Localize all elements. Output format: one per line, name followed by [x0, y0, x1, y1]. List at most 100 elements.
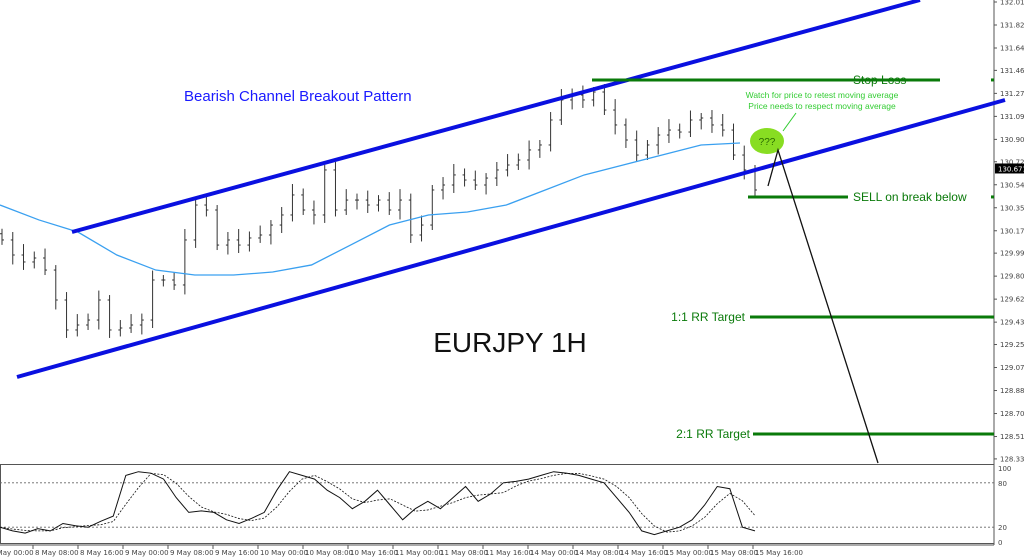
- price-bar: [354, 193, 359, 210]
- note-line1: Watch for price to retest moving average: [746, 90, 899, 100]
- price-bar: [494, 162, 499, 187]
- price-tick-label: 128.885: [1000, 387, 1024, 395]
- price-bar: [505, 154, 510, 177]
- price-tick-label: 130.170: [1000, 227, 1024, 235]
- time-tick-label: 14 May 16:00: [620, 549, 668, 557]
- retest-path-line: [767, 147, 879, 464]
- price-bar: [666, 119, 671, 143]
- oscillator-tick-label: 80: [998, 480, 1007, 488]
- price-bar: [613, 99, 618, 135]
- price-bar: [268, 220, 273, 245]
- price-bar: [236, 229, 241, 254]
- level-label: 2:1 RR Target: [676, 427, 750, 441]
- price-bar: [53, 265, 58, 310]
- price-bars: [0, 84, 757, 338]
- price-bar: [602, 84, 607, 116]
- time-tick-label: 11 May 00:00: [395, 549, 443, 557]
- price-bar: [86, 313, 91, 330]
- price-bar: [21, 244, 26, 270]
- price-bar: [548, 112, 553, 152]
- price-tick-label: 131.090: [1000, 113, 1024, 121]
- time-tick-label: 9 May 08:00: [170, 549, 214, 557]
- time-tick-label: 10 May 08:00: [305, 549, 353, 557]
- price-bar: [430, 185, 435, 231]
- time-tick-label: 10 May 16:00: [350, 549, 398, 557]
- price-tick-label: 129.435: [1000, 319, 1024, 327]
- price-tick-label: 130.725: [1000, 158, 1024, 166]
- price-bar: [527, 140, 532, 170]
- price-bar: [387, 192, 392, 215]
- price-tick-label: 131.460: [1000, 67, 1024, 75]
- price-tick-label: 129.620: [1000, 296, 1024, 304]
- current-price-label: 130.671: [998, 165, 1024, 173]
- price-bar: [709, 110, 714, 133]
- level-label: SELL on break below: [853, 190, 967, 204]
- price-bar: [365, 190, 370, 213]
- time-tick-label: 15 May 16:00: [755, 549, 803, 557]
- price-bar: [559, 89, 564, 125]
- price-bar: [462, 168, 467, 187]
- price-bar: [656, 127, 661, 155]
- pattern-title: Bearish Channel Breakout Pattern: [184, 88, 412, 105]
- price-tick-label: 131.275: [1000, 90, 1024, 98]
- price-bar: [537, 139, 542, 158]
- price-tick-label: 129.990: [1000, 250, 1024, 258]
- time-tick-label: 11 May 08:00: [440, 549, 488, 557]
- price-bar: [634, 130, 639, 162]
- price-bar: [129, 314, 134, 333]
- price-bar: [419, 215, 424, 242]
- price-bar: [172, 272, 177, 290]
- stochastic-oscillator: 100 80 20 0: [0, 465, 1011, 547]
- price-bar: [215, 205, 220, 251]
- price-tick-label: 130.355: [1000, 204, 1024, 212]
- price-tick-label: 132.010: [1000, 0, 1024, 6]
- price-bar: [677, 123, 682, 139]
- oscillator-tick-label: 0: [998, 539, 1002, 547]
- price-bar: [311, 200, 316, 225]
- oscillator-panel-border: [0, 464, 995, 544]
- price-bar: [139, 313, 144, 335]
- price-tick-label: 129.255: [1000, 341, 1024, 349]
- moving-average-line: [0, 142, 741, 276]
- level-axis-marker: [991, 195, 994, 199]
- stochastic-d-line: [0, 473, 756, 533]
- oscillator-tick-label: 100: [998, 465, 1011, 473]
- time-tick-label: 8 May 08:00: [35, 549, 79, 557]
- price-tick-label: 129.070: [1000, 364, 1024, 372]
- price-bar: [279, 207, 284, 233]
- price-tick-label: 128.515: [1000, 433, 1024, 441]
- price-bar: [290, 184, 295, 222]
- question-marks: ???: [759, 137, 776, 148]
- level-label: Stop Loss: [853, 73, 906, 87]
- note-line2: Price needs to respect moving average: [748, 101, 896, 111]
- price-tick-label: 130.540: [1000, 181, 1024, 189]
- price-bar: [376, 195, 381, 212]
- time-axis: 8 May 00:008 May 08:008 May 16:009 May 0…: [0, 545, 803, 557]
- price-bar: [398, 189, 403, 220]
- price-bar: [193, 198, 198, 248]
- time-tick-label: 8 May 16:00: [80, 549, 124, 557]
- price-bar: [204, 195, 209, 217]
- oscillator-tick-label: 20: [998, 524, 1007, 532]
- level-axis-marker: [991, 315, 994, 319]
- price-bar: [322, 164, 327, 223]
- price-bar: [107, 295, 112, 338]
- price-bar: [118, 320, 123, 337]
- price-bar: [441, 177, 446, 200]
- price-bar: [10, 232, 15, 265]
- current-price-box: [995, 163, 1024, 174]
- price-bar: [688, 110, 693, 138]
- price-bar: [580, 85, 585, 108]
- channel-upper-line: [71, 0, 921, 234]
- price-bar: [32, 251, 37, 269]
- price-tick-label: 129.805: [1000, 273, 1024, 281]
- price-bar: [484, 173, 489, 195]
- time-tick-label: 11 May 16:00: [485, 549, 533, 557]
- price-bar: [516, 153, 521, 170]
- price-bar: [720, 114, 725, 137]
- price-bar: [451, 163, 456, 193]
- price-bar: [344, 189, 349, 215]
- price-bar: [333, 162, 338, 217]
- price-bar: [43, 248, 48, 276]
